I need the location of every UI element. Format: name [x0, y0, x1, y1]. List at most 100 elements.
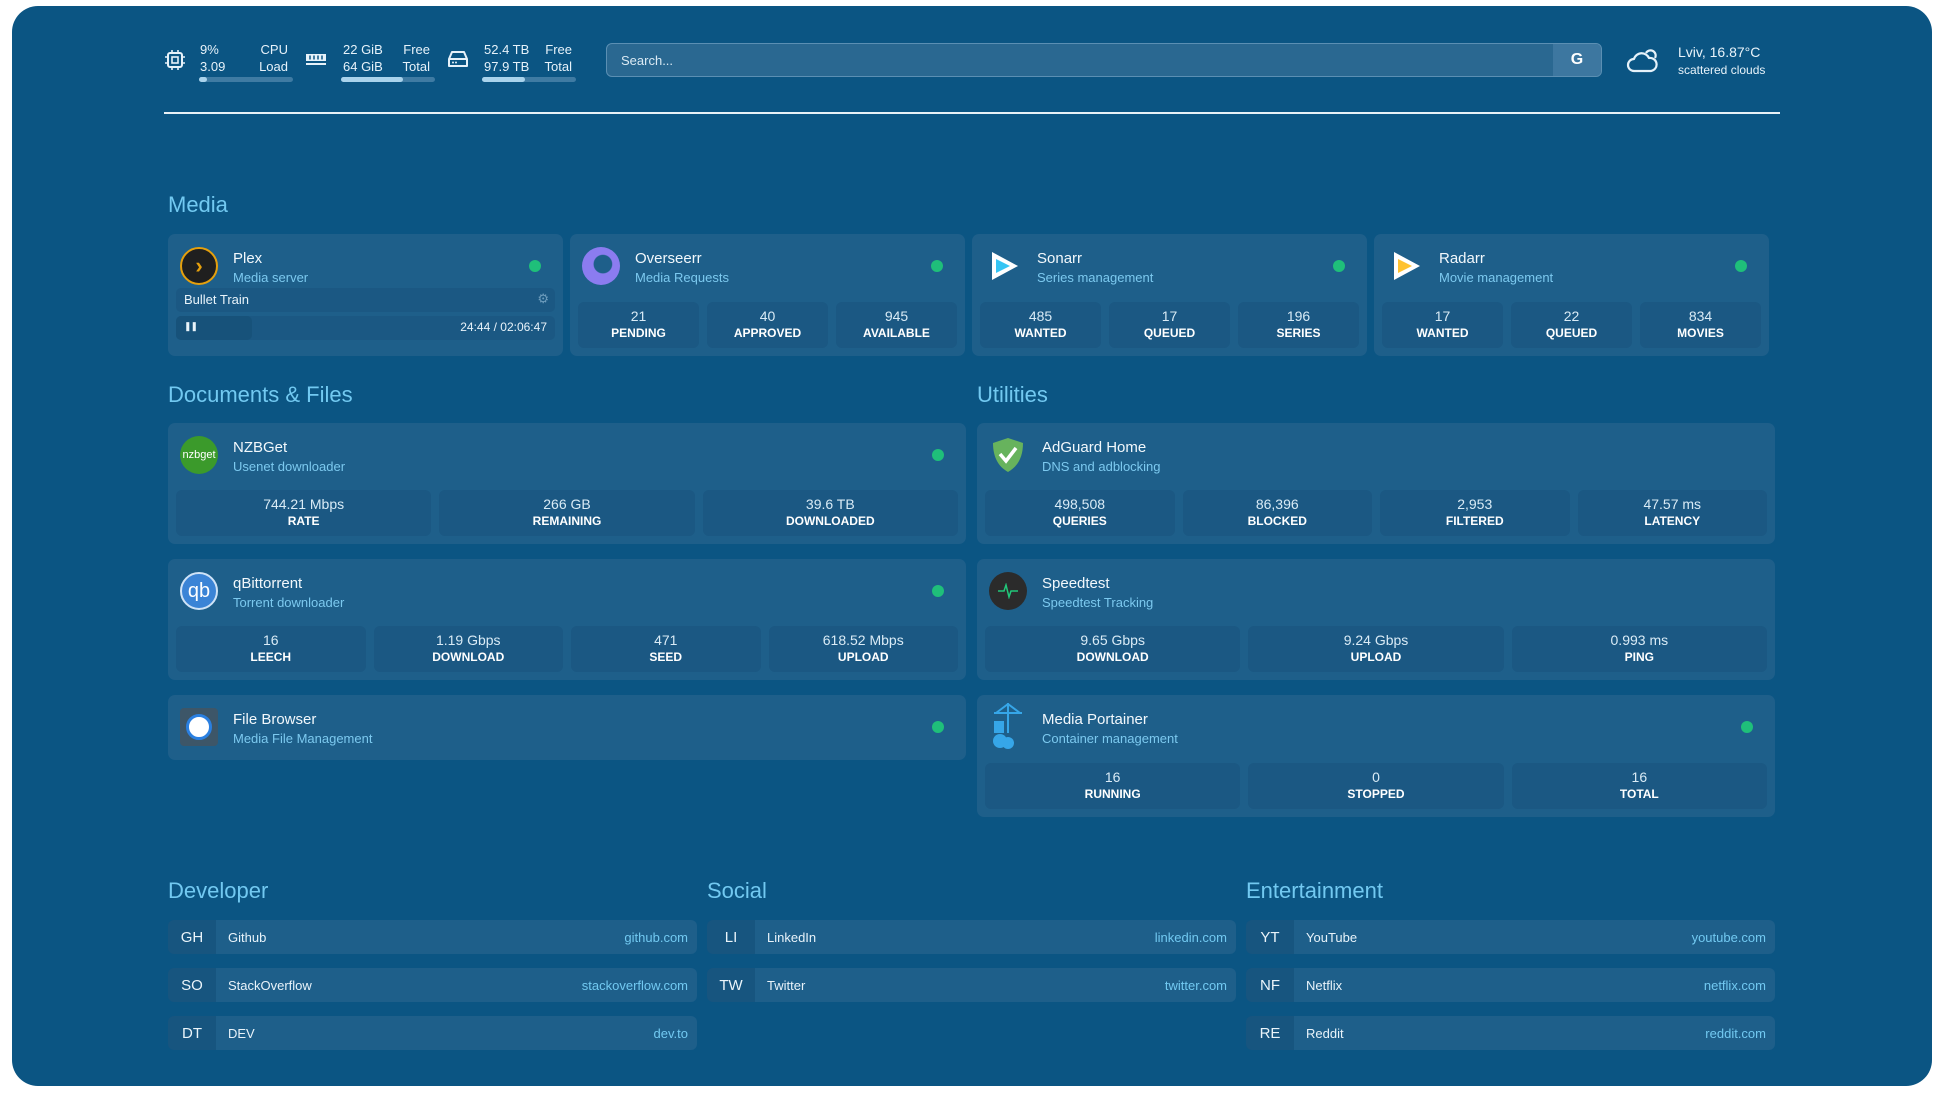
service-card-adguard-home[interactable]: AdGuard Home DNS and adblocking 498,508 QUE… — [977, 423, 1775, 544]
bookmark-url[interactable]: stackoverflow.com — [581, 977, 688, 993]
bookmark-abbr: NF — [1246, 968, 1294, 1002]
bookmark-url[interactable]: twitter.com — [1164, 977, 1227, 993]
stat-block: 16 LEECH — [176, 626, 366, 672]
bookmark-netflix[interactable]: NF Netflix netflix.com — [1246, 968, 1775, 1002]
service-stats: 17 WANTED 22 QUEUED 834 MOVIES — [1382, 302, 1761, 348]
stat-label: SEED — [649, 650, 683, 664]
stat-block: 9.65 Gbps DOWNLOAD — [985, 626, 1241, 672]
stat-label: QUEUED — [1545, 326, 1598, 340]
bookmark-body: Twitter twitter.com — [755, 968, 1236, 1002]
service-name: Speedtest — [1042, 575, 1110, 592]
disk-bar — [482, 77, 576, 82]
service-name: Sonarr — [1037, 250, 1083, 267]
stat-value: 86,396 — [1255, 496, 1299, 512]
service-card-radarr[interactable]: Radarr Movie management 17 WANTED 22 QUEUED 83… — [1374, 234, 1769, 356]
stat-block: 16 RUNNING — [985, 763, 1241, 809]
disk-values: 52.4 TB 97.9 TB — [484, 42, 530, 74]
stat-value: 9.24 Gbps — [1343, 632, 1409, 648]
stat-block: 945 AVAILABLE — [836, 302, 957, 348]
bookmark-stackoverflow[interactable]: SO StackOverflow stackoverflow.com — [168, 968, 697, 1002]
bookmark-url[interactable]: netflix.com — [1703, 977, 1766, 993]
stat-block: 39.6 TB DOWNLOADED — [702, 490, 958, 536]
service-stats: 16 LEECH 1.19 Gbps DOWNLOAD 471 SEED 618.52 Mb… — [176, 626, 958, 672]
stat-value: 471 — [654, 632, 678, 648]
service-name: Plex — [233, 250, 263, 267]
service-card-qbittorrent[interactable]: qb qBittorrent Torrent downloader 16 LEECH 1.… — [168, 559, 966, 680]
overseerr-icon — [582, 247, 620, 285]
stat-label: PENDING — [611, 326, 666, 340]
search-input[interactable] — [607, 44, 1553, 76]
stat-block: 17 QUEUED — [1109, 302, 1230, 348]
search-engine-button[interactable]: G — [1553, 44, 1601, 76]
bookmark-linkedin[interactable]: LI LinkedIn linkedin.com — [707, 920, 1236, 954]
service-card-sonarr[interactable]: Sonarr Series management 485 WANTED 17 QUEUED… — [972, 234, 1367, 356]
service-card-speedtest[interactable]: Speedtest Speedtest Tracking 9.65 Gbps DOWN… — [977, 559, 1775, 680]
bookmark-body: YouTube youtube.com — [1294, 920, 1775, 954]
stat-block: 2,953 FILTERED — [1380, 490, 1570, 536]
service-card-plex[interactable]: › Plex Media server Bullet Train ⚙ ❚❚ 24:44 / … — [168, 234, 563, 356]
bookmark-body: LinkedIn linkedin.com — [755, 920, 1236, 954]
stat-label: MOVIES — [1677, 326, 1724, 340]
stat-value: 9.65 Gbps — [1080, 632, 1145, 648]
stat-value: 485 — [1028, 308, 1053, 324]
bookmark-url[interactable]: dev.to — [653, 1025, 688, 1041]
stat-value: 618.52 Mbps — [822, 632, 904, 648]
stat-value: 266 GB — [543, 496, 591, 512]
bookmark-body: Reddit reddit.com — [1294, 1016, 1775, 1050]
stat-value: 22 — [1563, 308, 1580, 324]
stat-label: BLOCKED — [1247, 514, 1307, 528]
speedtest-icon — [989, 572, 1027, 610]
stat-label: DOWNLOADED — [785, 514, 875, 528]
stat-block: 744.21 Mbps RATE — [176, 490, 432, 536]
stat-label: AVAILABLE — [863, 326, 930, 340]
stat-block: 485 WANTED — [980, 302, 1101, 348]
stat-block: 47.57 ms LATENCY — [1577, 490, 1767, 536]
bookmark-body: Netflix netflix.com — [1294, 968, 1775, 1002]
service-description: Container management — [1042, 731, 1178, 746]
service-name: qBittorrent — [233, 575, 303, 592]
stat-block: 21 PENDING — [578, 302, 699, 348]
memory-label: Free Total — [402, 42, 430, 74]
bookmark-name: Netflix — [1306, 977, 1343, 993]
service-card-media-portainer[interactable]: Media Portainer Container management 16 RUN… — [977, 695, 1775, 817]
bookmark-twitter[interactable]: TW Twitter twitter.com — [707, 968, 1236, 1002]
service-stats: 16 RUNNING 0 STOPPED 16 TOTAL — [985, 763, 1767, 809]
service-card-file-browser[interactable]: File Browser Media File Management — [168, 695, 966, 760]
stat-value: 0.993 ms — [1610, 632, 1669, 648]
stat-label: UPLOAD — [1350, 650, 1402, 664]
now-playing-title-row: Bullet Train ⚙ — [176, 288, 555, 312]
pause-icon[interactable]: ❚❚ — [184, 321, 198, 331]
service-description: Torrent downloader — [233, 595, 345, 610]
bookmark-youtube[interactable]: YT YouTube youtube.com — [1246, 920, 1775, 954]
status-online-dot — [1741, 721, 1753, 733]
stat-label: QUERIES — [1052, 514, 1107, 528]
bookmark-url[interactable]: linkedin.com — [1154, 929, 1227, 945]
service-name: NZBGet — [233, 439, 288, 456]
bookmark-dev[interactable]: DT DEV dev.to — [168, 1016, 697, 1050]
stat-value: 40 — [759, 308, 776, 324]
stat-value: 196 — [1286, 308, 1311, 324]
service-description: Series management — [1037, 270, 1154, 285]
service-stats: 498,508 QUERIES 86,396 BLOCKED 2,953 FILTERED… — [985, 490, 1767, 536]
service-description: Media Requests — [635, 270, 729, 285]
service-card-nzbget[interactable]: nzbget NZBGet Usenet downloader 744.21 Mbps… — [168, 423, 966, 544]
cpu-label: CPU Load — [259, 42, 288, 74]
stat-value: 498,508 — [1054, 496, 1106, 512]
bookmark-url[interactable]: reddit.com — [1705, 1025, 1766, 1041]
settings-icon[interactable]: ⚙ — [537, 291, 549, 306]
service-card-overseerr[interactable]: Overseerr Media Requests 21 PENDING 40 APPROV… — [570, 234, 965, 356]
status-online-dot — [932, 449, 944, 461]
stat-label: STOPPED — [1347, 787, 1405, 801]
weather-temp: Lviv, 16.87°C — [1678, 44, 1761, 60]
service-name: Media Portainer — [1042, 711, 1148, 728]
bookmark-url[interactable]: youtube.com — [1691, 929, 1766, 945]
bookmark-url[interactable]: github.com — [624, 929, 688, 945]
status-online-dot — [931, 260, 943, 272]
stat-label: WANTED — [1014, 326, 1067, 340]
playback-progress[interactable] — [176, 316, 252, 340]
bookmark-github[interactable]: GH Github github.com — [168, 920, 697, 954]
bookmark-name: DEV — [228, 1025, 255, 1041]
bookmark-reddit[interactable]: RE Reddit reddit.com — [1246, 1016, 1775, 1050]
section-title-media: Media — [168, 192, 228, 217]
cpu-icon — [165, 50, 185, 70]
